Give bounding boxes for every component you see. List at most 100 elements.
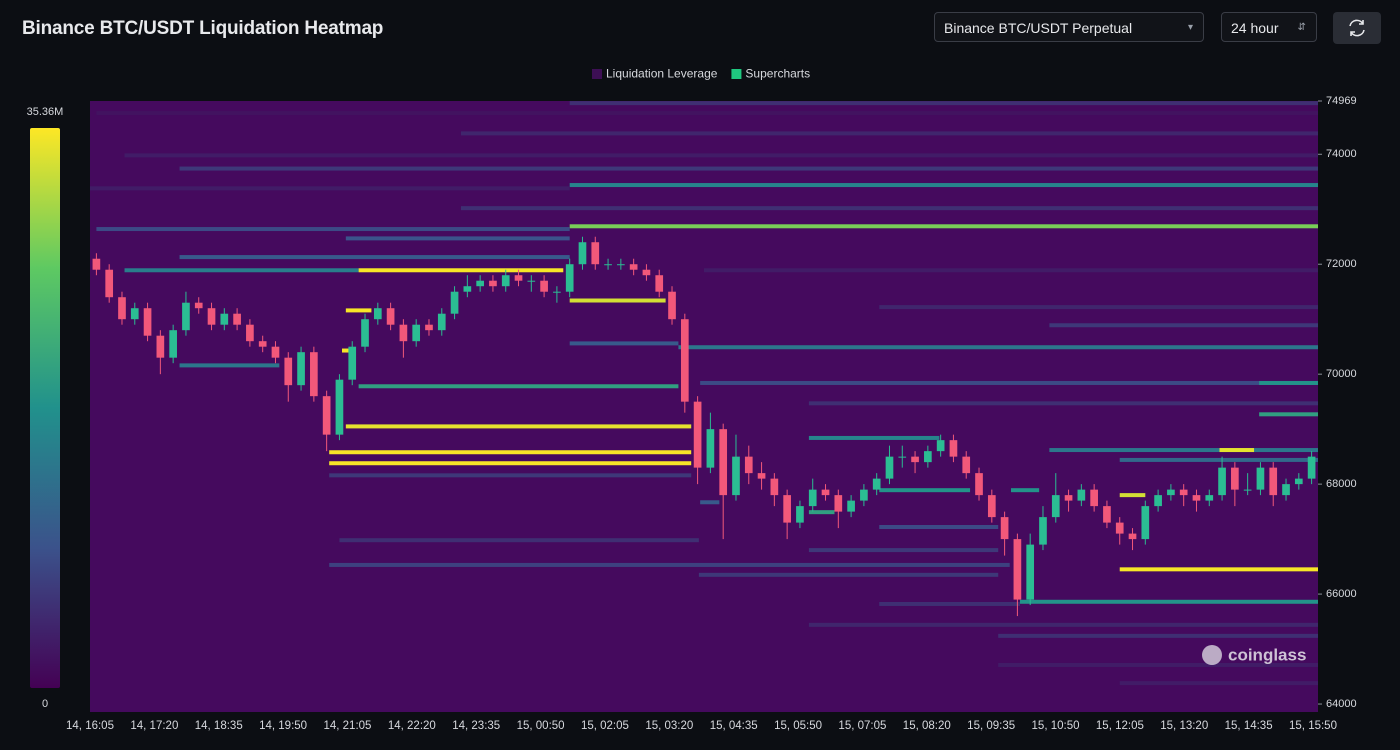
liquidation-band (569, 224, 1318, 229)
market-select[interactable]: Binance BTC/USDT Perpetual ▾ (934, 12, 1204, 42)
candle-body (834, 495, 843, 512)
candle-body (1013, 539, 1022, 600)
candle-body (1167, 489, 1175, 496)
liquidation-band (96, 111, 1318, 116)
x-tick-label: 14, 22:20 (388, 720, 436, 732)
candle-body (565, 264, 574, 292)
candle-body (105, 269, 114, 298)
liquidation-band (808, 510, 835, 515)
legend-swatch (731, 69, 742, 79)
range-value: 24 hour (1231, 20, 1279, 36)
candle-body (169, 330, 177, 358)
liquidation-band (998, 633, 1318, 638)
range-select[interactable]: 24 hour ⇵ (1221, 12, 1317, 42)
liquidation-band (1259, 412, 1318, 417)
candle-body (527, 280, 536, 282)
liquidation-band (179, 255, 570, 260)
liquidation-band (704, 268, 1318, 273)
candle-body (1051, 495, 1060, 518)
candle-body (591, 242, 600, 265)
x-tick-label: 15, 14:35 (1225, 720, 1273, 732)
candle-body (194, 302, 203, 309)
candle-body (1256, 467, 1265, 490)
y-tick-label: 72000 (1326, 258, 1357, 270)
candle-body (412, 324, 421, 342)
candle-body (182, 302, 190, 331)
liquidation-band (339, 538, 699, 543)
liquidation-band (460, 131, 1318, 136)
candle-body (680, 319, 689, 402)
x-tick-label: 14, 21:05 (323, 720, 371, 732)
candle-body (348, 346, 357, 380)
candle-body (1179, 489, 1188, 496)
candle-body (617, 264, 625, 266)
liquidation-band (1119, 567, 1318, 572)
candle-body (489, 280, 497, 287)
candle-body (847, 500, 855, 512)
candle-body (1115, 522, 1124, 534)
candle-body (514, 275, 523, 281)
x-tick-label: 15, 04:35 (710, 720, 758, 732)
candle-body (693, 401, 702, 468)
candle-body (246, 324, 254, 342)
x-tick-label: 14, 18:35 (195, 720, 243, 732)
candle-body (924, 451, 932, 463)
candle-body (1231, 467, 1239, 490)
liquidation-band (1049, 448, 1318, 453)
x-tick-label: 14, 17:20 (130, 720, 178, 732)
liquidation-band (879, 488, 971, 493)
liquidation-band (124, 153, 1319, 158)
candle-body (284, 357, 293, 386)
candle-body (860, 489, 868, 501)
candle-body (1154, 495, 1162, 507)
candle-body (642, 269, 651, 276)
candle-body (757, 473, 766, 479)
liquidation-band (808, 401, 1318, 406)
liquidation-band (96, 227, 570, 232)
candle-body (936, 440, 945, 452)
candle-body (898, 456, 907, 458)
candle-body (744, 456, 753, 474)
market-value: Binance BTC/USDT Perpetual (944, 20, 1133, 36)
legend-label: Liquidation Leverage (606, 67, 718, 81)
candle-body (1077, 489, 1086, 501)
candle-body (808, 489, 817, 507)
candle-body (1141, 506, 1150, 540)
y-tick-label: 74969 (1326, 95, 1357, 107)
refresh-button[interactable] (1333, 12, 1381, 44)
liquidation-band (179, 166, 1319, 171)
candle-body (706, 429, 715, 468)
candle-body (1243, 489, 1252, 491)
candle-body (399, 324, 408, 342)
candle-body (1282, 484, 1290, 496)
liquidation-band (879, 601, 1020, 606)
candle-body (540, 280, 548, 292)
candle-body (271, 346, 280, 358)
x-tick-label: 15, 03:20 (645, 720, 693, 732)
candle-body (386, 308, 395, 325)
candle-body (425, 324, 433, 331)
header: Binance BTC/USDT Liquidation Heatmap Bin… (0, 0, 1400, 60)
liquidation-band (1049, 323, 1318, 328)
liquidation-band (879, 305, 1318, 310)
candle-body (796, 506, 804, 523)
x-tick-label: 15, 05:50 (774, 720, 822, 732)
liquidation-band (124, 268, 359, 273)
liquidation-band (1019, 599, 1318, 604)
candle-body (322, 396, 331, 435)
candle-body (975, 473, 983, 496)
x-tick-label: 15, 12:05 (1096, 720, 1144, 732)
liquidation-band (358, 384, 679, 389)
candle-body (885, 456, 894, 479)
watermark: coinglass (1202, 645, 1306, 665)
legend-label: Supercharts (745, 67, 810, 81)
candle-body (1218, 467, 1226, 496)
candle-body (949, 440, 958, 457)
candle-body (156, 335, 165, 358)
candle-body (1039, 517, 1047, 545)
x-tick-label: 15, 13:20 (1160, 720, 1208, 732)
candle-body (297, 352, 305, 386)
candle-body (1192, 495, 1201, 501)
x-tick-label: 15, 09:35 (967, 720, 1015, 732)
liquidation-band (179, 363, 280, 368)
